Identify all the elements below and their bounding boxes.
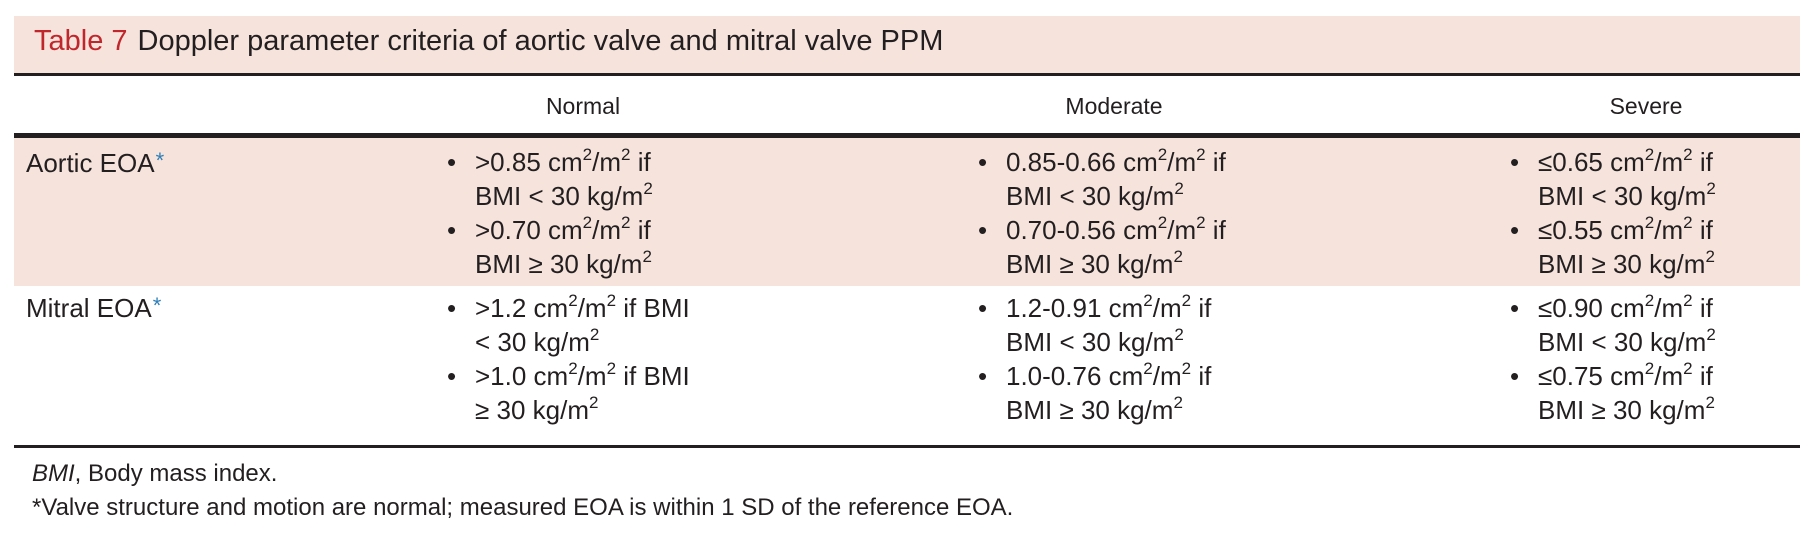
cell-mitral-moderate: • 1.2-0.91 cm2/m2 if BMI < 30 kg/m2 • 1.0-0.… (978, 291, 1211, 427)
criterion-line: BMI < 30 kg/m2 (1006, 325, 1184, 357)
abbreviation-definition: , Body mass index. (74, 460, 278, 487)
criterion-line: BMI ≥ 30 kg/m2 (475, 247, 652, 279)
footnote-marker: * (155, 148, 165, 173)
table-title: Table 7 Doppler parameter criteria of aor… (34, 25, 943, 58)
criterion-line: BMI < 30 kg/m2 (1538, 179, 1716, 211)
bullet-icon: • (1510, 147, 1520, 177)
table-title-bar: Table 7 Doppler parameter criteria of aor… (14, 16, 1800, 73)
bullet-icon: • (978, 215, 988, 245)
criterion-line: • 0.70-0.56 cm2/m2 if (978, 213, 1226, 245)
criterion-line: • ≤0.65 cm2/m2 if (1510, 145, 1713, 177)
criterion-line: • ≤0.75 cm2/m2 if (1510, 359, 1713, 391)
bullet-icon: • (447, 215, 457, 245)
table-row-aortic (14, 138, 1800, 286)
criterion-line: < 30 kg/m2 (475, 325, 600, 357)
cell-mitral-normal: • >1.2 cm2/m2 if BMI < 30 kg/m2 • >1.0 cm2/m… (447, 291, 690, 427)
criterion-line: • 1.2-0.91 cm2/m2 if (978, 291, 1212, 323)
column-header-moderate: Moderate (1065, 93, 1163, 119)
bullet-icon: • (978, 147, 988, 177)
bullet-icon: • (978, 293, 988, 323)
criterion-line: BMI ≥ 30 kg/m2 (1538, 393, 1715, 425)
bullet-icon: • (447, 147, 457, 177)
criterion-line: • 1.0-0.76 cm2/m2 if (978, 359, 1212, 391)
bullet-icon: • (447, 293, 457, 323)
bullet-icon: • (1510, 293, 1520, 323)
criterion-line: BMI < 30 kg/m2 (1538, 325, 1716, 357)
criterion-line: • >0.70 cm2/m2 if (447, 213, 651, 245)
criterion-line: • >0.85 cm2/m2 if (447, 145, 651, 177)
footnote-marker: * (152, 293, 162, 318)
abbreviation-footnote: BMI, Body mass index. (32, 460, 277, 488)
criterion-line: BMI < 30 kg/m2 (475, 179, 653, 211)
criterion-line: • 0.85-0.66 cm2/m2 if (978, 145, 1226, 177)
criterion-line: • ≤0.55 cm2/m2 if (1510, 213, 1713, 245)
bottom-rule (14, 445, 1800, 448)
criterion-line: BMI ≥ 30 kg/m2 (1006, 393, 1183, 425)
abbreviation-term: BMI (32, 460, 75, 487)
row-label-aortic: Aortic EOA* (26, 148, 165, 178)
criteria-footnote: *Valve structure and motion are normal; … (32, 494, 1014, 521)
criterion-line: • ≤0.90 cm2/m2 if (1510, 291, 1713, 323)
cell-aortic-severe: • ≤0.65 cm2/m2 if BMI < 30 kg/m2 • ≤0.55 cm2… (1510, 145, 1716, 281)
bullet-icon: • (1510, 215, 1520, 245)
criterion-line: BMI < 30 kg/m2 (1006, 179, 1184, 211)
criterion-line: • >1.0 cm2/m2 if BMI (447, 359, 690, 391)
bullet-icon: • (1510, 361, 1520, 391)
cell-aortic-normal: • >0.85 cm2/m2 if BMI < 30 kg/m2 • >0.70 cm2… (447, 145, 653, 281)
criterion-line: ≥ 30 kg/m2 (475, 393, 599, 425)
cell-mitral-severe: • ≤0.90 cm2/m2 if BMI < 30 kg/m2 • ≤0.75 cm2… (1510, 291, 1716, 427)
cell-aortic-moderate: • 0.85-0.66 cm2/m2 if BMI < 30 kg/m2 • 0.70-… (978, 145, 1226, 281)
bullet-icon: • (447, 361, 457, 391)
column-header-severe: Severe (1609, 93, 1683, 119)
criterion-line: BMI ≥ 30 kg/m2 (1538, 247, 1715, 279)
table-number: Table 7 (34, 25, 128, 57)
criterion-line: • >1.2 cm2/m2 if BMI (447, 291, 690, 323)
criterion-line: BMI ≥ 30 kg/m2 (1006, 247, 1183, 279)
table-caption: Doppler parameter criteria of aortic val… (137, 25, 944, 57)
column-header-normal: Normal (545, 93, 621, 119)
header-rule (14, 133, 1800, 138)
row-label-mitral: Mitral EOA* (26, 293, 162, 323)
bullet-icon: • (978, 361, 988, 391)
top-rule (14, 73, 1800, 76)
